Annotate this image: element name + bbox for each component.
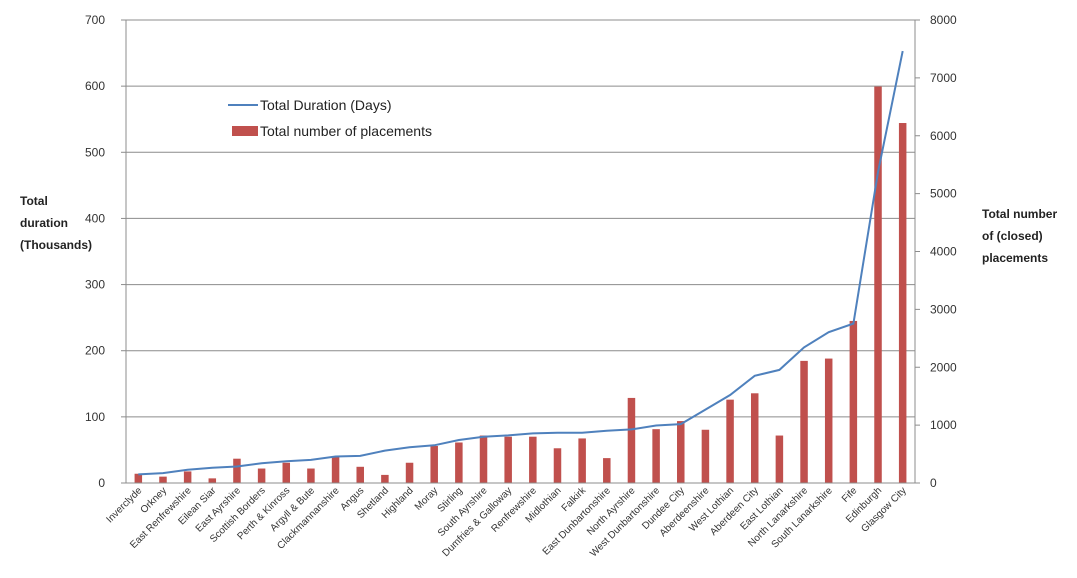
bar bbox=[775, 435, 784, 483]
bar bbox=[159, 476, 167, 483]
right-tick-label: 7000 bbox=[930, 71, 957, 85]
bar bbox=[282, 462, 291, 483]
bar bbox=[750, 393, 759, 483]
bar bbox=[627, 397, 636, 483]
bar bbox=[849, 320, 858, 483]
bar bbox=[726, 399, 734, 483]
left-tick-label: 200 bbox=[85, 344, 105, 358]
right-tick-label: 6000 bbox=[930, 129, 957, 143]
bar bbox=[331, 456, 340, 483]
left-tick-label: 0 bbox=[98, 476, 105, 490]
bar bbox=[677, 421, 685, 483]
right-tick-label: 8000 bbox=[930, 13, 957, 27]
right-axis-title-line: Total number bbox=[982, 207, 1058, 221]
left-axis-title-line: Total bbox=[20, 194, 48, 208]
right-axis-title-line: of (closed) bbox=[982, 229, 1043, 243]
legend-label-duration: Total Duration (Days) bbox=[260, 97, 392, 113]
bar bbox=[430, 445, 438, 483]
bar bbox=[800, 360, 808, 483]
legend-label-placements: Total number of placements bbox=[260, 123, 432, 139]
right-tick-label: 2000 bbox=[930, 360, 957, 374]
left-tick-label: 300 bbox=[85, 278, 105, 292]
bar bbox=[307, 468, 315, 483]
bar bbox=[553, 448, 562, 483]
gridlines bbox=[126, 19, 915, 418]
bar bbox=[356, 466, 364, 483]
bar bbox=[183, 471, 192, 483]
bar bbox=[405, 462, 414, 483]
left-tick-label: 100 bbox=[85, 410, 105, 424]
bar bbox=[257, 468, 266, 483]
left-tick-label: 400 bbox=[85, 211, 105, 225]
bar bbox=[233, 458, 241, 483]
left-axis-ticks: 0 100 200 300 400 500 600 700 bbox=[85, 13, 126, 490]
bar bbox=[529, 436, 537, 483]
bar bbox=[455, 442, 463, 483]
legend: Total Duration (Days) Total number of pl… bbox=[228, 97, 432, 139]
right-tick-label: 4000 bbox=[930, 245, 957, 259]
left-tick-label: 700 bbox=[85, 13, 105, 27]
bar bbox=[381, 474, 389, 483]
category-label: Fife bbox=[840, 485, 860, 505]
right-axis-title-line: placements bbox=[982, 251, 1049, 265]
left-tick-label: 600 bbox=[85, 79, 105, 93]
bar bbox=[479, 435, 488, 483]
bar bbox=[898, 123, 907, 483]
right-tick-label: 1000 bbox=[930, 418, 957, 432]
bar bbox=[208, 478, 217, 483]
bar bbox=[701, 429, 710, 483]
bar bbox=[874, 86, 882, 484]
right-tick-label: 3000 bbox=[930, 302, 957, 316]
line-series bbox=[138, 50, 904, 476]
right-axis-title: Total number of (closed) placements bbox=[982, 203, 1057, 269]
bar bbox=[578, 438, 586, 483]
bar bbox=[652, 429, 660, 483]
left-axis-title-line: duration bbox=[20, 216, 68, 230]
left-axis-title-line: (Thousands) bbox=[20, 238, 92, 252]
legend-bar-swatch bbox=[232, 126, 258, 136]
axes bbox=[125, 20, 916, 484]
bar-series bbox=[134, 86, 907, 484]
category-label: Inverclyde bbox=[104, 485, 144, 525]
right-tick-label: 0 bbox=[930, 476, 937, 490]
duration-line bbox=[138, 50, 904, 476]
left-tick-label: 500 bbox=[85, 145, 105, 159]
bar bbox=[824, 358, 833, 483]
bar bbox=[603, 458, 611, 483]
right-tick-label: 5000 bbox=[930, 187, 957, 201]
bar bbox=[504, 436, 512, 483]
right-axis-ticks: 0 1000 2000 3000 4000 5000 6000 7000 8000 bbox=[915, 13, 957, 490]
left-axis-title: Total duration (Thousands) bbox=[20, 190, 92, 256]
bar bbox=[134, 473, 143, 483]
